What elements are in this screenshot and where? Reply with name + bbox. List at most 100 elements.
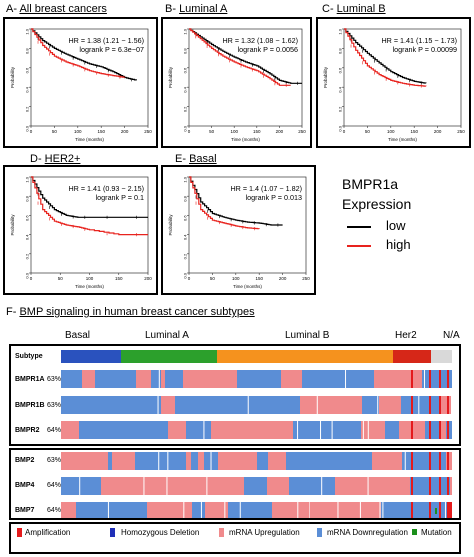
bmpr1a-track-amplification [447,370,449,388]
km-curve-low [31,28,137,81]
bmp2-track-segment [122,452,135,470]
bmp4-track-segment [318,477,335,495]
km-svg-d: 0.0 0.2 0.4 0.6 0.8 1.0 0 50 100 150 200 Time (mont… [10,176,152,289]
bmpr2-track-segment [375,421,385,439]
bmp7-track-gap [382,502,384,518]
x-tick-label: 250 [302,276,310,281]
bmpr2-track-amplification [411,421,413,439]
oncoprint-svg [61,452,452,518]
panel-f-title: F- BMP signaling in human breast cancer … [6,306,255,318]
y-tick-label: 0.0 [338,125,343,131]
bmpr1b-track-segment [401,396,411,414]
y-tick-label: 1.0 [183,28,188,34]
km-svg-a: 0.0 0.2 0.4 0.6 0.8 1.0 0 50 100 150 200 250 Time (m… [10,28,152,142]
bmpr1a-track-segment [151,370,161,388]
row-pct-bmpr1a: 63% [47,376,62,383]
y-tick-label: 0.8 [25,48,30,54]
bmpr2-track-segment [346,421,361,439]
x-tick-label: 150 [115,276,123,281]
legend-swatch-mutation [412,529,417,535]
oncoprint-legend: Amplification Homozygous Deletion mRNA U… [9,522,461,554]
legend-title-line1: BMPR1a [342,176,399,192]
bmp2-track-segment [304,452,328,470]
x-tick-label: 150 [410,129,418,134]
x-tick-label: 150 [253,129,261,134]
y-tick-label: 0.0 [183,272,188,278]
bmp4-track-segment [379,477,404,495]
bmp2-track-segment [78,452,97,470]
x-tick-label: 50 [52,129,58,134]
bmpr1b-track-gap [451,396,453,414]
hazard-ratio-text: HR = 1.32 (1.08 − 1.62) [222,36,298,45]
bmp4-track-segment [351,477,379,495]
y-tick-label: 0.8 [183,48,188,54]
bmp4-track-segment [147,477,173,495]
x-tick-label: 200 [144,276,152,281]
legend-title-line2: Expression [342,196,412,212]
subtype-segment-her2 [393,350,431,363]
bmp7-track-segment [147,502,172,518]
row-pct-bmp2: 63% [47,457,62,464]
bmp2-track-segment [408,452,432,470]
y-tick-label: 0.4 [25,234,30,240]
bmp7-amplification-block [447,502,452,518]
bmp7-track-amplification [429,502,431,518]
bmpr1b-track-segment [300,396,327,414]
bmpr1a-track-gap [158,370,160,388]
bmp4-track-segment [450,477,452,495]
legend-label-homozygous-deletion: Homozygous Deletion [121,528,200,537]
bmpr1b-track-segment [428,396,441,414]
y-axis-label: Probability [10,66,15,88]
km-curve-low [344,28,427,84]
bmp7-track-segment [104,502,126,518]
bmpr1b-track-segment [134,396,161,414]
bmpr1b-track-gap [247,396,249,414]
legend-swatch-mrna-upregulation [219,528,224,537]
legend-high-label: high [386,237,411,252]
bmpr2-track-segment [93,421,112,439]
bmp2-track-segment [291,452,304,470]
bmp2-track-gap [404,452,406,470]
y-axis-label: Probability [10,214,15,236]
bmpr1a-track-segment [210,370,237,388]
bmpr1b-track-segment [175,396,205,414]
bmp7-track-segment [310,502,332,518]
bmp7-track-segment [381,502,398,518]
bmpr1a-track-gap [345,370,347,388]
row-label-subtype: Subtype [15,353,43,360]
logrank-p-text: logrank P = 0.00099 [393,45,457,54]
bmpr1b-track-segment [105,396,134,414]
bmp4-track-segment [422,477,450,495]
bmpr1a-track-segment [350,370,367,388]
x-tick-label: 100 [387,129,395,134]
bmp2-track-segment [229,452,257,470]
x-tick-label: 0 [30,276,33,281]
bmp7-track-segment [378,502,381,518]
y-tick-label: 0.8 [25,195,30,201]
y-tick-label: 0.0 [25,272,30,278]
legend-swatch-mrna-downregulation [317,528,322,537]
bmpr1b-track-amplification [429,396,431,414]
bmpr1a-track-segment [161,370,165,388]
bmpr2-track-segment [428,421,439,439]
y-tick-label: 0.2 [25,253,30,259]
legend-swatch-amplification [17,528,22,537]
x-tick-label: 150 [255,276,263,281]
bmpr1a-track-segment [302,370,326,388]
km-curve-high [189,28,291,86]
plot-frame [30,28,149,127]
subtype-segment-luminal-b [217,350,393,363]
bmpr2-track-segment [79,421,93,439]
bmpr2-track-gap [297,421,299,439]
bmp2-track-segment [97,452,108,470]
oncoprint-top: Subtype BMPR1A 63% BMPR1B 63% BMPR2 64% [9,344,461,446]
bmp2-track-segment [160,452,186,470]
y-tick-label: 0.2 [183,106,188,112]
bmp7-track-gap [297,502,299,518]
bmpr2-track-segment [425,421,428,439]
row-label-bmp2: BMP2 [15,457,35,464]
bmp7-track-gap [445,502,447,518]
bmp2-track-gap [158,452,160,470]
legend-label-mutation: Mutation [421,528,452,537]
bmpr1a-track-gap [424,370,426,388]
